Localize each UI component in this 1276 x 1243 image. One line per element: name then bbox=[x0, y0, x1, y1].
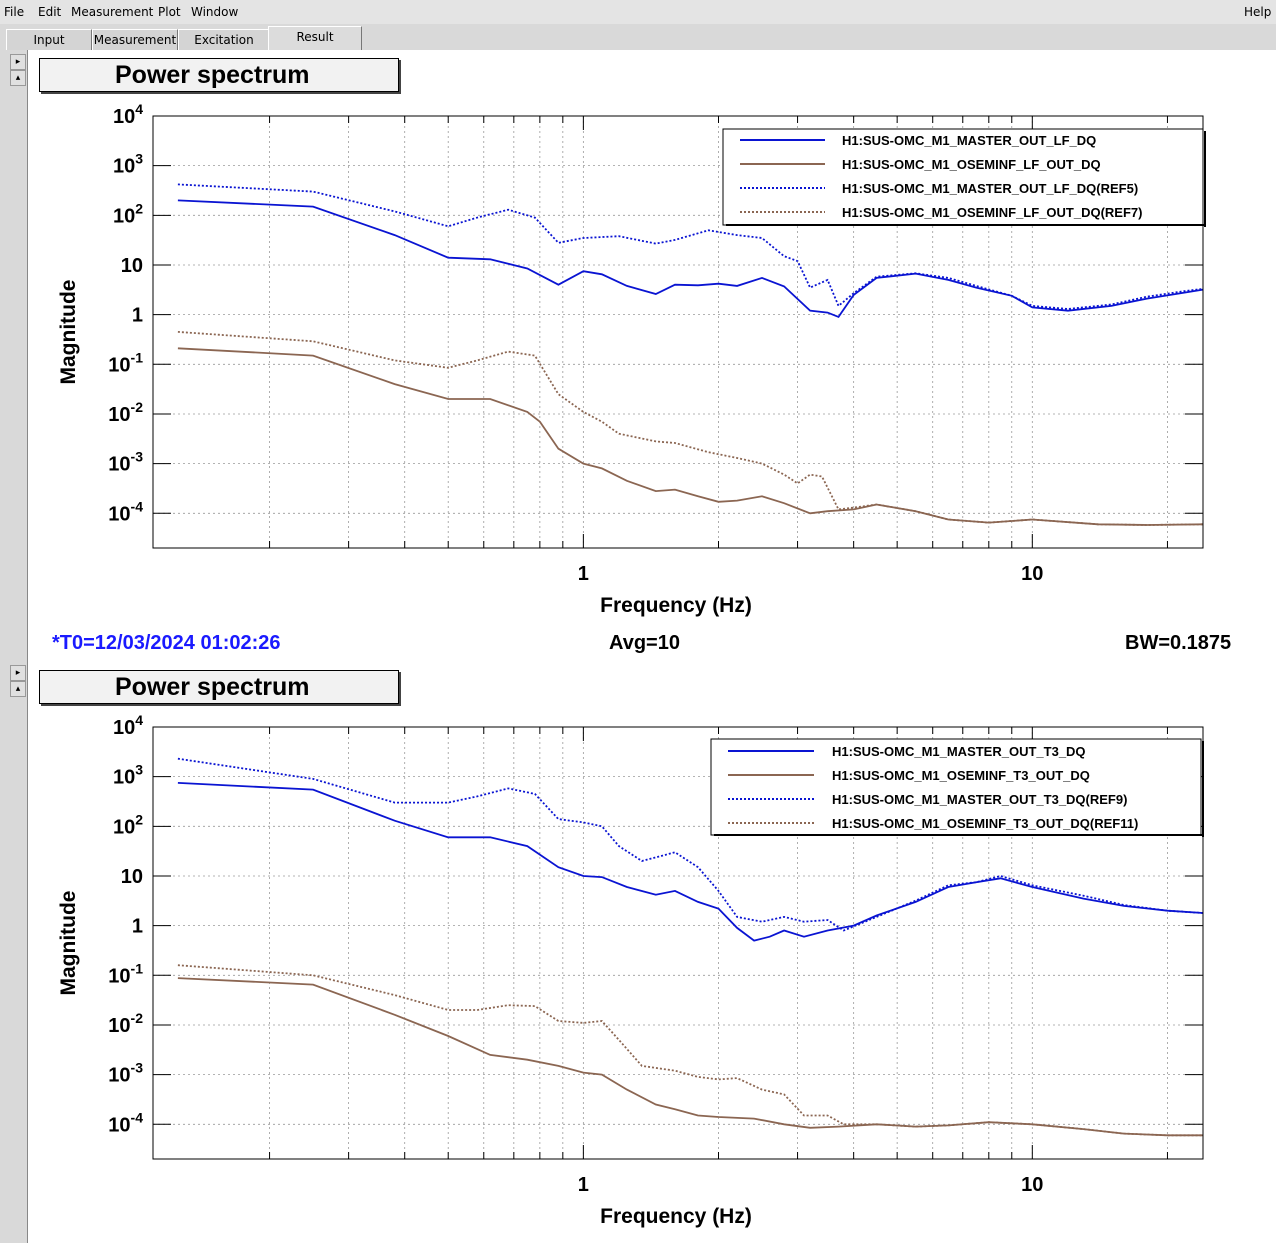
plot2-title: Power spectrum bbox=[115, 673, 310, 701]
average-count: Avg=10 bbox=[609, 632, 680, 654]
plot2-title-box: Power spectrum bbox=[39, 670, 399, 704]
panel2-expand-button[interactable]: ▸ bbox=[10, 665, 26, 681]
plot2-y-tick-label: 10-3 bbox=[108, 1060, 143, 1087]
plot1-y-tick-label: 10-1 bbox=[108, 349, 143, 376]
plot1-y-axis-label: Magnitude bbox=[57, 280, 80, 385]
panel2-collapse-button[interactable]: ▴ bbox=[10, 681, 26, 697]
panel1-collapse-button[interactable]: ▴ bbox=[10, 70, 26, 86]
plot2-x-axis-label: Frequency (Hz) bbox=[600, 1205, 752, 1228]
plot2-legend-entry-3: H1:SUS-OMC_M1_MASTER_OUT_T3_DQ(REF9) bbox=[832, 792, 1127, 807]
plot2-series-2 bbox=[177, 977, 1203, 1137]
plot2-frame bbox=[152, 726, 1204, 1160]
menu-plot[interactable]: Plot bbox=[158, 5, 181, 19]
plot1-legend-entry-3: H1:SUS-OMC_M1_MASTER_OUT_LF_DQ(REF5) bbox=[842, 181, 1138, 196]
plot2-y-tick-label: 102 bbox=[113, 811, 143, 838]
tab-measurement[interactable]: Measurement bbox=[92, 29, 178, 50]
plot1-legend-entry-4: H1:SUS-OMC_M1_OSEMINF_LF_OUT_DQ(REF7) bbox=[842, 205, 1142, 220]
plot1-x-tick-label: 10 bbox=[1021, 563, 1043, 585]
plot1-series-4 bbox=[177, 331, 1204, 526]
tab-bar: Input Measurement Excitation Result bbox=[0, 24, 1276, 50]
plot1-x-tick-labels: 1 10 bbox=[578, 563, 1044, 585]
plot1-series-1 bbox=[177, 199, 1204, 318]
plot2-x-tick-labels: 1 10 bbox=[578, 1174, 1044, 1196]
plot1-frame bbox=[152, 115, 1204, 549]
plot2-x-tick-label: 10 bbox=[1021, 1174, 1043, 1196]
plot2-legend-entry-2: H1:SUS-OMC_M1_OSEMINF_T3_OUT_DQ bbox=[832, 768, 1090, 783]
plot1-x-tick-label: 1 bbox=[578, 563, 589, 585]
plot2-y-tick-label: 103 bbox=[113, 762, 143, 789]
plot2-x-tick-label: 1 bbox=[578, 1174, 589, 1196]
plot1-legend-entry-1: H1:SUS-OMC_M1_MASTER_OUT_LF_DQ bbox=[842, 133, 1096, 148]
plot2-legend: H1:SUS-OMC_M1_MASTER_OUT_T3_DQ H1:SUS-OM… bbox=[710, 738, 1204, 837]
plot2-legend-entry-1: H1:SUS-OMC_M1_MASTER_OUT_T3_DQ bbox=[832, 744, 1086, 759]
plot2-series bbox=[177, 757, 1204, 1137]
plot2-y-tick-label: 1 bbox=[132, 916, 143, 938]
plot2-series-3 bbox=[177, 757, 1204, 932]
tab-result[interactable]: Result bbox=[268, 26, 362, 50]
plot1-y-tick-label: 1 bbox=[132, 305, 143, 327]
bandwidth: BW=0.1875 bbox=[1125, 632, 1232, 654]
plot1-y-tick-label: 104 bbox=[113, 101, 143, 128]
menu-measurement[interactable]: Measurement bbox=[71, 5, 154, 19]
plot1-y-tick-label: 10-3 bbox=[108, 449, 143, 476]
menu-window[interactable]: Window bbox=[191, 5, 239, 19]
plot2-y-tick-label: 104 bbox=[113, 712, 143, 739]
menu-help[interactable]: Help bbox=[1244, 5, 1272, 19]
plot1-title-box: Power spectrum bbox=[39, 58, 399, 92]
plot2-y-tick-label: 10-1 bbox=[108, 960, 143, 987]
plot1-y-tick-label: 10-2 bbox=[108, 399, 143, 426]
plot1-series-2 bbox=[177, 347, 1204, 526]
panel1-expand-button[interactable]: ▸ bbox=[10, 54, 26, 70]
plot2-y-tick-label: 10-4 bbox=[108, 1109, 143, 1136]
plot1-title: Power spectrum bbox=[115, 61, 310, 89]
plot1-y-tick-label: 103 bbox=[113, 151, 143, 178]
menu-file[interactable]: File bbox=[4, 5, 25, 19]
plot1-y-tick-label: 10 bbox=[121, 255, 143, 277]
plot1-x-axis-label: Frequency (Hz) bbox=[600, 594, 752, 617]
plot2-y-tick-label: 10-2 bbox=[108, 1010, 143, 1037]
tab-input[interactable]: Input bbox=[6, 29, 92, 50]
plot2-grid bbox=[153, 726, 1203, 1159]
menu-bar: File Edit Measurement Plot Window Help bbox=[0, 0, 1276, 24]
plot1-series bbox=[177, 183, 1204, 526]
plot2-legend-entry-4: H1:SUS-OMC_M1_OSEMINF_T3_OUT_DQ(REF11) bbox=[832, 816, 1138, 831]
tab-excitation[interactable]: Excitation bbox=[178, 29, 270, 50]
t0-timestamp: *T0=12/03/2024 01:02:26 bbox=[52, 632, 281, 654]
plot2-y-tick-label: 10 bbox=[121, 866, 143, 888]
plot2-y-axis-label: Magnitude bbox=[57, 891, 80, 996]
plot1-legend: H1:SUS-OMC_M1_MASTER_OUT_LF_DQ H1:SUS-OM… bbox=[722, 128, 1206, 227]
plot1-y-tick-label: 102 bbox=[113, 200, 143, 227]
menu-edit[interactable]: Edit bbox=[38, 5, 62, 19]
plot1-series-3 bbox=[177, 183, 1204, 310]
plot2-series-1 bbox=[177, 782, 1204, 942]
plot2-series-4 bbox=[177, 964, 1203, 1137]
plot1-y-tick-label: 10-4 bbox=[108, 498, 143, 525]
plot2-legend-box bbox=[710, 738, 1202, 836]
result-panel bbox=[27, 50, 1276, 1243]
plot1-legend-entry-2: H1:SUS-OMC_M1_OSEMINF_LF_OUT_DQ bbox=[842, 157, 1101, 172]
